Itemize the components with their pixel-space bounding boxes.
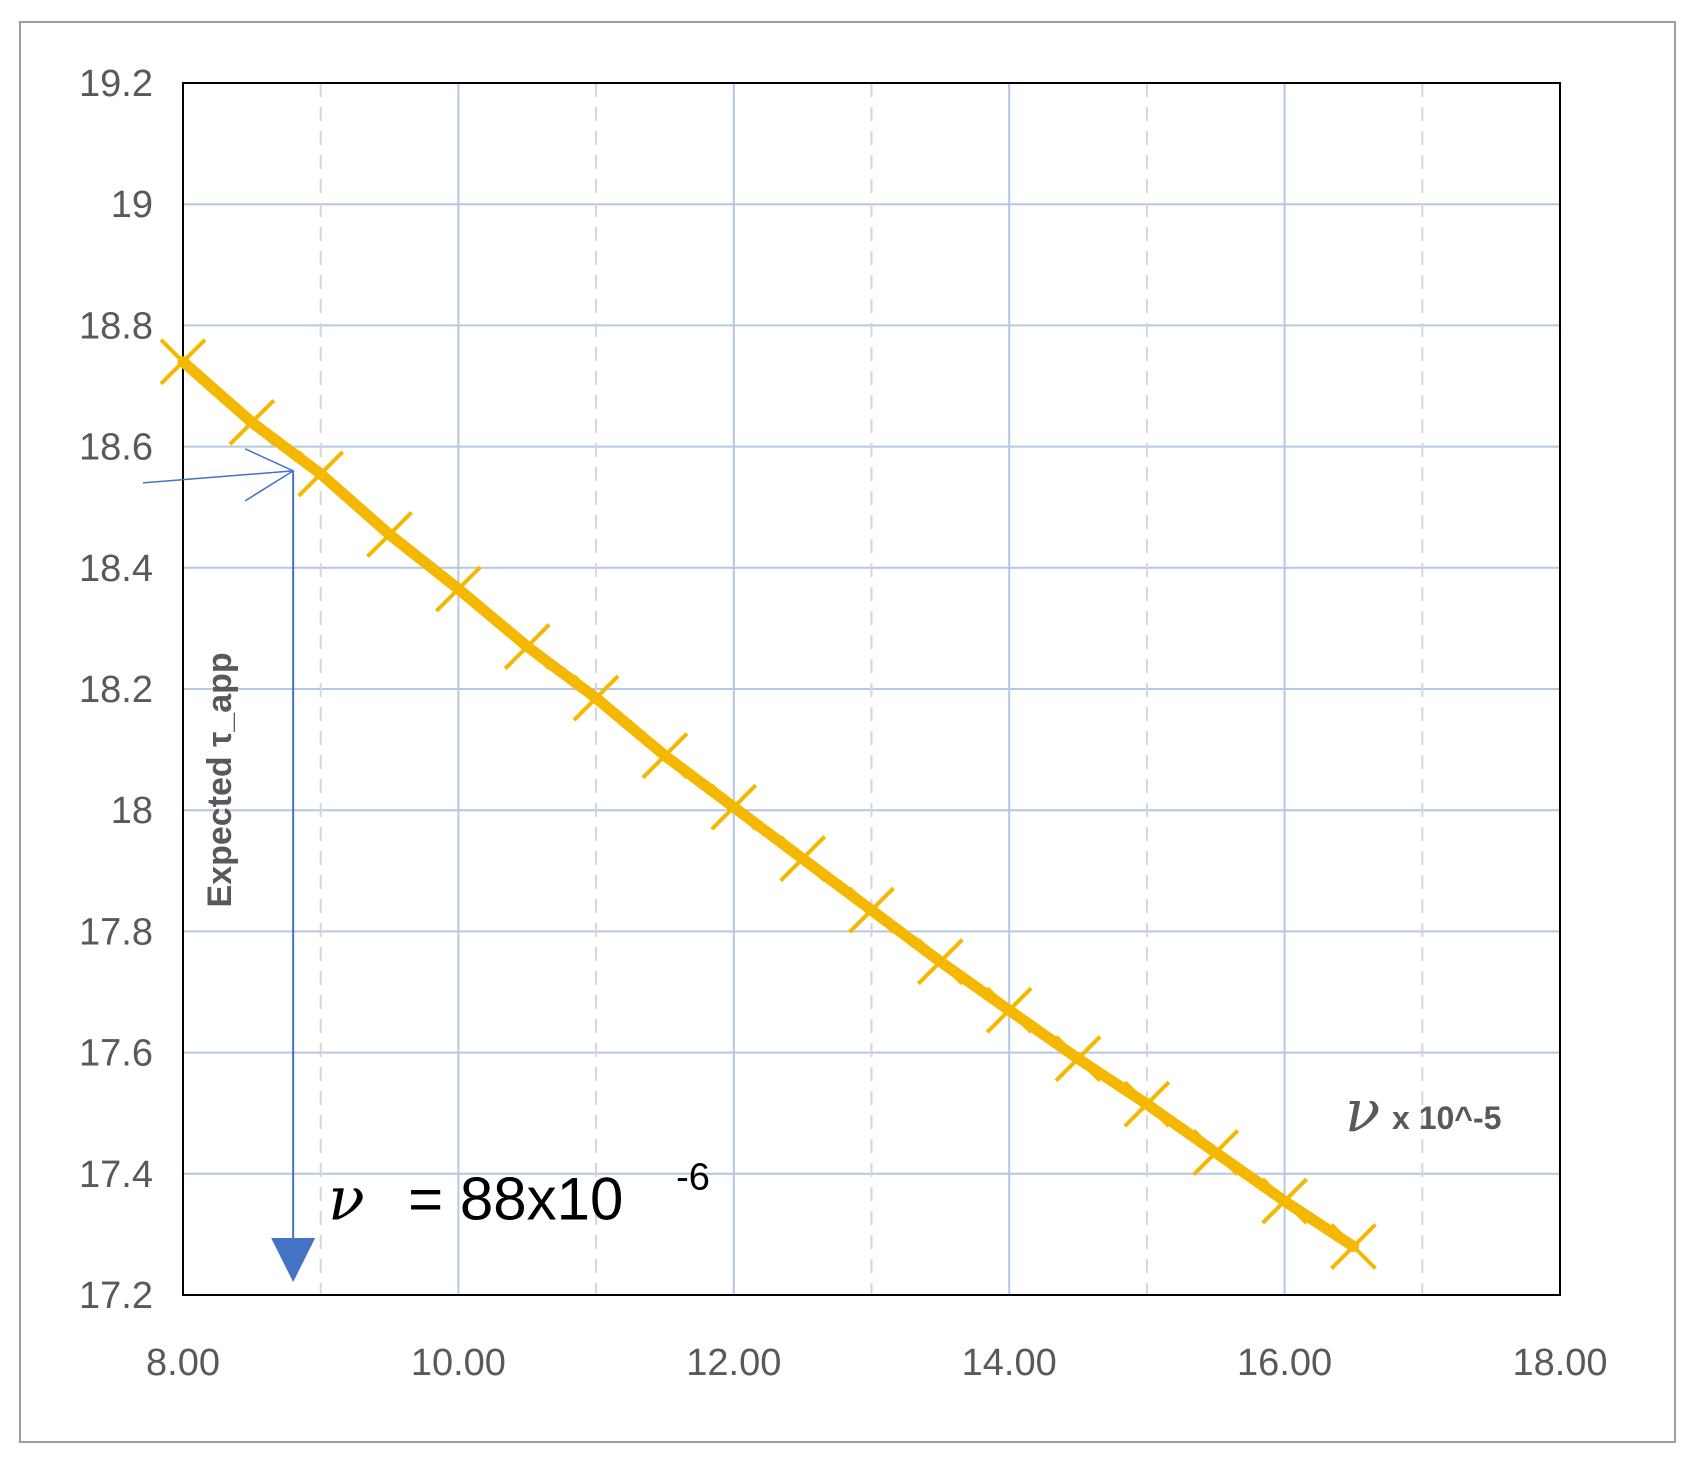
y-tick-label: 17.4 [79,1154,153,1196]
result-symbol: ν [328,1164,364,1234]
y-tick-label: 17.6 [79,1033,153,1075]
expected-value-arrow [142,470,294,484]
data-point [297,450,345,498]
x-axis-note-scale: x 10^-5 [1392,1100,1501,1136]
y-tick-label: 19.2 [79,63,153,105]
data-point [916,938,964,986]
result-drop-arrowhead [271,1238,316,1282]
data-point [985,986,1033,1034]
annotations: Expected τ_app ν x 10^-5 ν = 88x10 -6 [142,448,1501,1282]
y-tick-label: 19 [111,184,153,226]
x-tick-label: 8.00 [146,1342,220,1384]
y-axis-ticks: 17.2 17.4 17.6 17.8 18 18.2 18.4 18.6 18.8 19 19.2 [79,63,153,1317]
expected-tau-label: Expected τ_app [201,652,239,907]
x-tick-label: 18.00 [1512,1342,1607,1384]
y-tick-label: 18.2 [79,669,153,711]
y-tick-label: 18.6 [79,427,153,469]
data-point [848,886,895,934]
y-tick-label: 18 [111,790,153,832]
data-point [228,398,276,446]
series-layer [159,338,1377,1270]
y-tick-label: 18.8 [79,305,153,347]
data-point [1192,1129,1240,1177]
data-point [572,674,620,722]
y-tick-label: 17.8 [79,911,153,953]
x-tick-label: 16.00 [1237,1342,1332,1384]
data-point [434,565,482,613]
x-tick-label: 12.00 [686,1342,781,1384]
x-axis-note-symbol: ν [1345,1077,1380,1145]
result-value: = 88x10 [408,1165,623,1232]
data-point [503,623,551,670]
data-point [1123,1080,1171,1128]
data-point [159,338,207,386]
data-point [641,732,689,780]
plot-area-frame [182,82,1561,1296]
data-point [1054,1035,1102,1083]
chart-border [19,21,1676,1443]
data-point [1330,1223,1377,1270]
y-tick-label: 18.4 [79,548,153,590]
data-point [710,783,758,831]
y-tick-label: 17.2 [79,1275,153,1317]
data-point [1261,1177,1309,1225]
x-tick-label: 10.00 [411,1342,506,1384]
x-tick-label: 14.00 [962,1342,1057,1384]
result-exponent: -6 [676,1156,710,1198]
x-axis-ticks: 8.00 10.00 12.00 14.00 16.00 18.00 [146,1342,1608,1384]
data-point [366,511,413,558]
data-point [779,835,827,883]
